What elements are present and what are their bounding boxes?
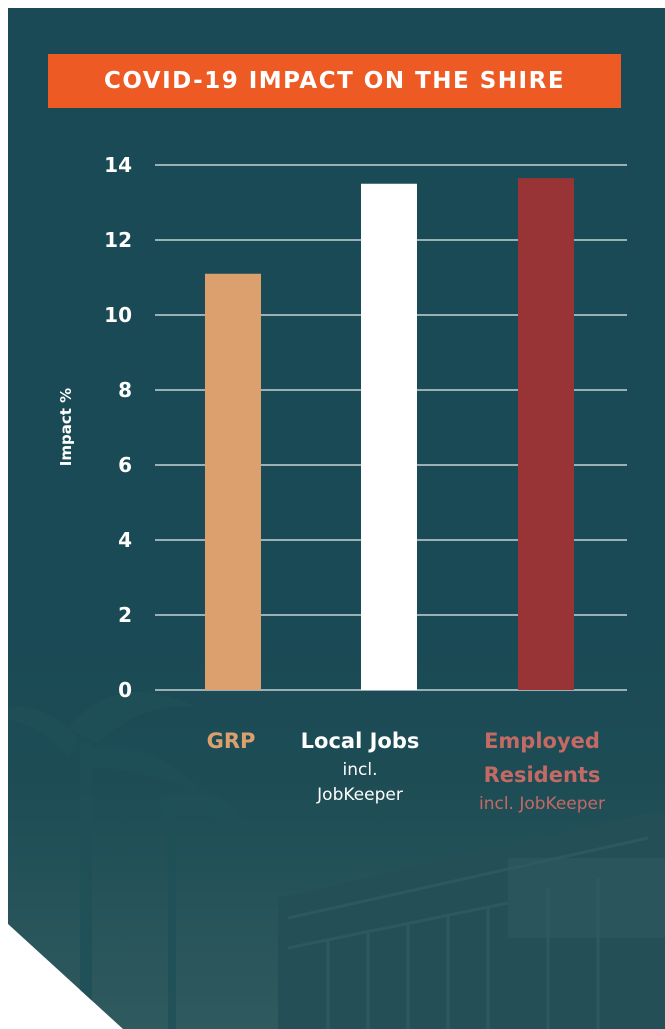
y-tick-label: 4 [118,528,132,552]
category-main-label: Employed Residents [483,729,601,787]
y-tick-label: 8 [118,378,132,402]
category-label-local-jobs: Local Jobs incl. JobKeeper [265,724,455,808]
category-label-employed-residents: Employed Residents incl. JobKeeper [447,724,637,817]
y-axis-title: Impact % [57,388,75,466]
category-main-label: GRP [206,729,256,753]
chart-title: COVID-19 IMPACT ON THE SHIRE [103,68,566,94]
y-tick-label: 6 [118,453,132,477]
bar [518,178,574,690]
y-tick-label: 0 [118,678,132,702]
category-main-label: Local Jobs [300,729,420,753]
bar [205,273,261,690]
bar [361,183,417,690]
y-tick-label: 12 [104,228,132,252]
y-tick-label: 10 [104,303,132,327]
title-banner: COVID-19 IMPACT ON THE SHIRE [48,54,621,108]
category-sub-label: incl. JobKeeper [478,794,606,814]
y-tick-label: 2 [118,603,132,627]
category-label-grp: GRP [136,724,326,758]
category-sub-label: incl. JobKeeper [317,760,403,805]
y-tick-label: 14 [104,153,132,177]
